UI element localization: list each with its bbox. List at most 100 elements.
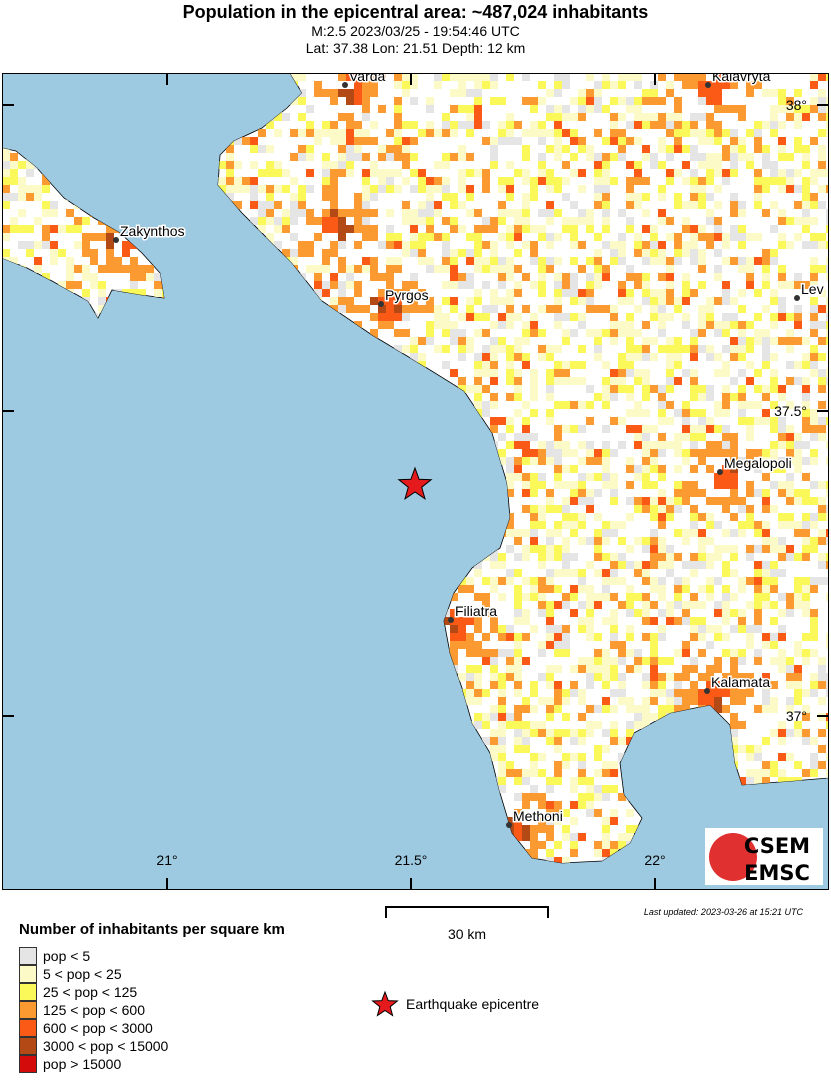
- population-cell: [642, 297, 650, 305]
- population-cell: [810, 241, 818, 249]
- population-cell: [554, 233, 562, 241]
- population-map[interactable]: 38°37.5°37°21° 21.5° 22° Varda KalavrytaZak…: [2, 73, 829, 890]
- population-cell: [570, 689, 578, 697]
- population-cell: [602, 705, 610, 713]
- population-cell: [690, 113, 698, 121]
- population-cell: [714, 497, 722, 505]
- population-cell: [354, 225, 362, 233]
- population-cell: [610, 641, 618, 649]
- population-cell: [522, 721, 530, 729]
- population-cell: [682, 297, 690, 305]
- population-cell: [794, 321, 802, 329]
- population-cell: [738, 225, 746, 233]
- population-cell: [722, 321, 730, 329]
- population-cell: [394, 129, 402, 137]
- population-cell: [394, 81, 402, 89]
- population-cell: [826, 489, 829, 497]
- population-cell: [746, 505, 754, 513]
- population-cell: [778, 729, 786, 737]
- population-cell: [434, 81, 442, 89]
- population-cell: [514, 345, 522, 353]
- population-cell: [586, 209, 594, 217]
- population-cell: [538, 289, 546, 297]
- population-cell: [754, 401, 762, 409]
- population-cell: [522, 353, 530, 361]
- population-cell: [682, 241, 690, 249]
- population-cell: [442, 617, 450, 625]
- population-cell: [514, 473, 522, 481]
- population-cell: [690, 241, 698, 249]
- population-cell: [650, 241, 658, 249]
- population-cell: [666, 513, 674, 521]
- population-cell: [522, 129, 530, 137]
- population-cell: [706, 593, 714, 601]
- population-cell: [626, 273, 634, 281]
- population-cell: [714, 353, 722, 361]
- population-cell: [546, 353, 554, 361]
- population-cell: [538, 641, 546, 649]
- population-cell: [778, 153, 786, 161]
- population-cell: [514, 745, 522, 753]
- population-cell: [802, 393, 810, 401]
- population-cell: [650, 465, 658, 473]
- population-cell: [554, 369, 562, 377]
- population-cell: [698, 425, 706, 433]
- population-cell: [562, 449, 570, 457]
- population-cell: [738, 385, 746, 393]
- population-cell: [370, 225, 378, 233]
- population-cell: [794, 689, 802, 697]
- population-cell: [746, 81, 754, 89]
- population-cell: [522, 737, 530, 745]
- population-cell: [786, 177, 794, 185]
- population-cell: [810, 417, 818, 425]
- population-cell: [490, 265, 498, 273]
- population-cell: [730, 257, 738, 265]
- population-cell: [810, 449, 818, 457]
- population-cell: [482, 265, 490, 273]
- population-cell: [746, 257, 754, 265]
- population-cell: [722, 633, 730, 641]
- population-cell: [602, 401, 610, 409]
- population-cell: [474, 377, 482, 385]
- population-cell: [522, 729, 530, 737]
- population-cell: [642, 281, 650, 289]
- population-cell: [498, 321, 506, 329]
- population-cell: [530, 329, 538, 337]
- population-cell: [442, 329, 450, 337]
- population-cell: [762, 761, 770, 769]
- population-cell: [42, 241, 50, 249]
- population-cell: [650, 713, 658, 721]
- population-cell: [690, 561, 698, 569]
- population-cell: [82, 249, 90, 257]
- population-cell: [802, 409, 810, 417]
- population-cell: [546, 105, 554, 113]
- population-cell: [762, 161, 770, 169]
- population-cell: [730, 345, 738, 353]
- population-cell: [722, 481, 730, 489]
- population-cell: [810, 633, 818, 641]
- population-cell: [474, 113, 482, 121]
- population-cell: [738, 369, 746, 377]
- population-cell: [338, 297, 346, 305]
- population-cell: [730, 657, 738, 665]
- population-cell: [490, 161, 498, 169]
- population-cell: [554, 273, 562, 281]
- population-cell: [410, 297, 418, 305]
- population-cell: [458, 353, 466, 361]
- population-cell: [754, 569, 762, 577]
- population-cell: [618, 353, 626, 361]
- population-cell: [650, 249, 658, 257]
- population-cell: [674, 361, 682, 369]
- population-cell: [402, 145, 410, 153]
- population-cell: [658, 97, 666, 105]
- population-cell: [346, 129, 354, 137]
- population-cell: [778, 241, 786, 249]
- population-cell: [762, 281, 770, 289]
- population-cell: [578, 497, 586, 505]
- population-cell: [330, 177, 338, 185]
- population-cell: [826, 217, 829, 225]
- population-cell: [762, 537, 770, 545]
- population-cell: [570, 377, 578, 385]
- population-cell: [514, 457, 522, 465]
- population-cell: [738, 497, 746, 505]
